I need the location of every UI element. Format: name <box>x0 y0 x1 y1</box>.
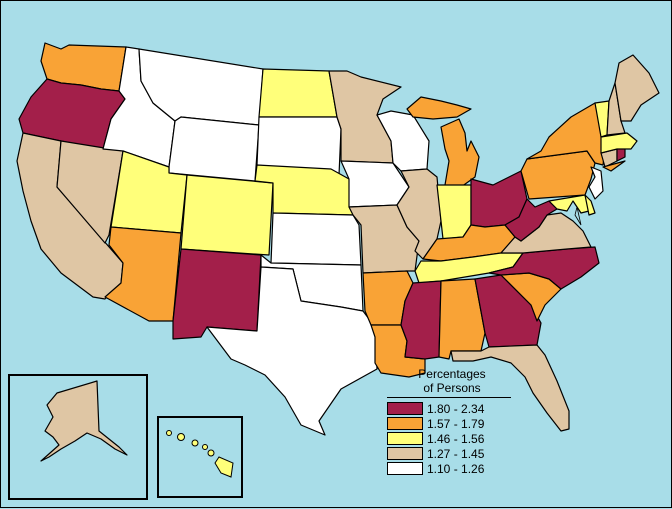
legend-swatch <box>387 417 423 430</box>
legend-label: 1.10 - 1.26 <box>427 461 485 476</box>
legend-item: 1.10 - 1.26 <box>387 461 517 476</box>
state-nh <box>606 82 626 136</box>
legend-swatch <box>387 462 423 475</box>
state-de <box>584 194 596 216</box>
state-nm <box>172 248 262 340</box>
state-hi <box>166 430 234 478</box>
state-ak <box>40 380 128 462</box>
legend-swatch <box>387 402 423 415</box>
legend-label: 1.46 - 1.56 <box>427 431 485 446</box>
state-nj <box>588 166 604 200</box>
legend-swatch <box>387 432 423 445</box>
state-mi <box>406 96 472 120</box>
state-tx <box>206 266 378 436</box>
state-ks <box>270 212 362 266</box>
legend-title-line2: of Persons <box>423 381 481 395</box>
state-wy <box>168 116 260 182</box>
legend-item: 1.57 - 1.79 <box>387 416 517 431</box>
state-fl <box>450 344 570 432</box>
legend-item: 1.46 - 1.56 <box>387 431 517 446</box>
state-ma <box>600 132 638 154</box>
legend-label: 1.57 - 1.79 <box>427 416 485 431</box>
state-il <box>396 168 442 260</box>
state-nc <box>488 246 600 290</box>
legend-swatch <box>387 447 423 460</box>
legend-title: Percentages of Persons <box>387 367 517 395</box>
state-sd <box>256 116 342 176</box>
legend-title-line1: Percentages <box>418 367 486 381</box>
state-az <box>104 226 182 322</box>
legend-item: 1.80 - 2.34 <box>387 401 517 416</box>
state-me <box>614 54 660 122</box>
hawaii-inset-frame <box>157 416 243 498</box>
state-nd <box>258 68 338 118</box>
state-co <box>180 174 274 256</box>
legend-divider <box>387 397 511 398</box>
state-mi <box>440 118 480 188</box>
legend-label: 1.27 - 1.45 <box>427 446 485 461</box>
map-legend: Percentages of Persons 1.80 - 2.34 1.57 … <box>387 367 517 476</box>
state-in <box>436 184 472 240</box>
legend-item: 1.27 - 1.45 <box>387 446 517 461</box>
legend-label: 1.80 - 2.34 <box>427 401 485 416</box>
state-ny <box>602 160 626 172</box>
